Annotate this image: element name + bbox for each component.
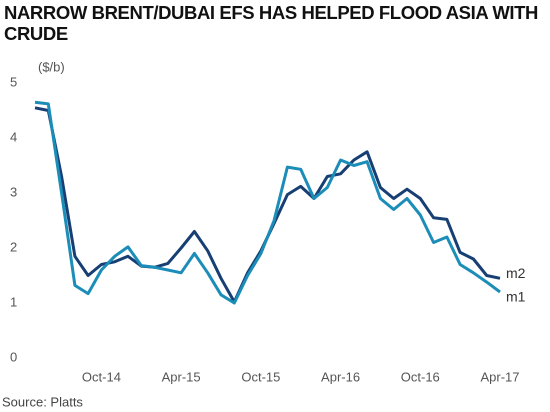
y-tick-label: 3: [10, 184, 17, 199]
x-tick-label: Apr-16: [321, 369, 360, 384]
x-tick-label: Oct-15: [241, 369, 280, 384]
x-tick-label: Oct-16: [401, 369, 440, 384]
y-tick-label: 2: [10, 239, 17, 254]
y-tick-label: 1: [10, 294, 17, 309]
x-tick-label: Apr-15: [162, 369, 201, 384]
line: [34, 106, 501, 304]
x-tick-label: Oct-14: [82, 369, 121, 384]
y-tick-label: 4: [10, 129, 17, 144]
y-tick-label: 0: [10, 349, 17, 364]
y-tick-label: 5: [10, 74, 17, 89]
legend-label: m2: [506, 265, 526, 281]
line: [34, 100, 501, 305]
x-tick-label: Apr-17: [480, 369, 519, 384]
source: Source: Platts: [2, 394, 83, 409]
y-axis-label: ($/b): [38, 59, 65, 74]
chart-title: NARROW BRENT/DUBAI EFS HAS HELPED FLOOD …: [4, 2, 539, 44]
legend-label: m1: [506, 289, 526, 305]
